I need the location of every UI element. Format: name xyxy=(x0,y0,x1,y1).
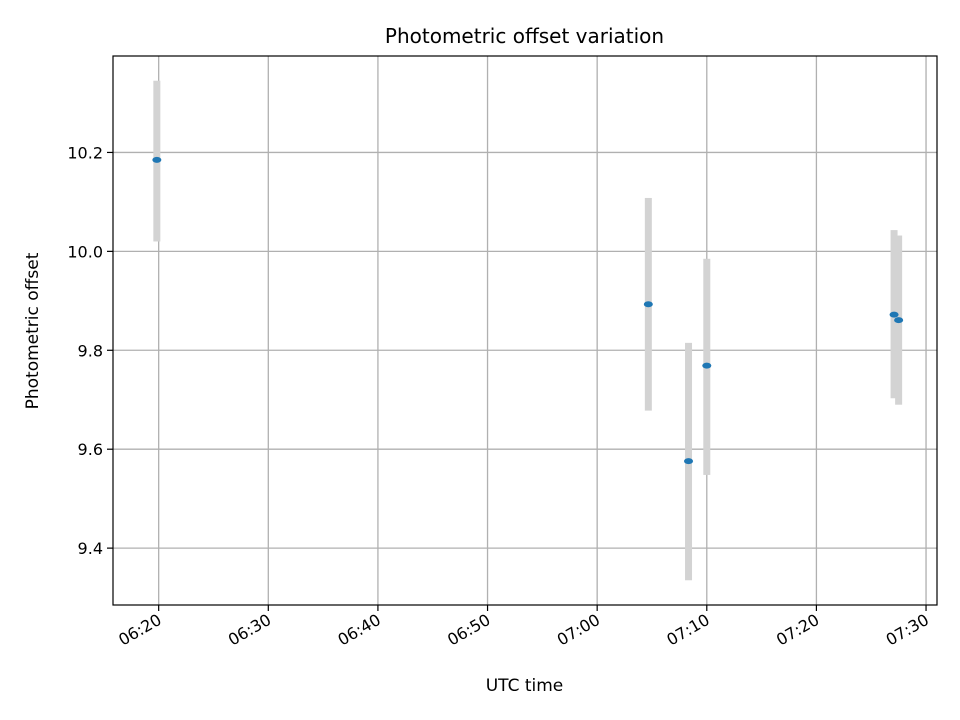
y-axis-ticks: 9.4 9.6 9.8 10.0 10.2 xyxy=(67,143,113,558)
y-tick-label: 10.0 xyxy=(67,242,103,261)
plot-frame xyxy=(112,55,938,606)
grid-layer xyxy=(113,56,937,605)
x-axis-title: UTC time xyxy=(486,676,564,696)
data-point xyxy=(702,362,712,369)
x-tick-label: 07:10 xyxy=(663,610,712,650)
data-point xyxy=(894,317,904,324)
chart-title: Photometric offset variation xyxy=(385,24,664,48)
x-tick-label: 07:20 xyxy=(773,610,822,650)
y-tick-label: 10.2 xyxy=(67,143,103,162)
data-point xyxy=(152,156,162,163)
y-tick-label: 9.4 xyxy=(78,539,103,558)
x-axis-ticks: 06:20 06:30 06:40 06:50 07:00 07:10 07:20 07:30 xyxy=(115,605,932,650)
errorbar-layer xyxy=(153,80,903,581)
x-tick-label: 06:50 xyxy=(444,610,493,650)
x-tick-label: 06:20 xyxy=(115,610,164,650)
data-point xyxy=(643,301,653,308)
y-tick-label: 9.6 xyxy=(78,440,103,459)
y-axis-title: Photometric offset xyxy=(23,252,43,409)
x-tick-label: 06:40 xyxy=(334,610,383,650)
x-tick-label: 07:00 xyxy=(554,610,603,650)
marker-layer xyxy=(152,156,904,465)
y-tick-label: 9.8 xyxy=(78,341,103,360)
x-tick-label: 06:30 xyxy=(225,610,274,650)
x-tick-label: 07:30 xyxy=(883,610,932,650)
data-point xyxy=(684,458,694,465)
data-point xyxy=(889,311,899,318)
